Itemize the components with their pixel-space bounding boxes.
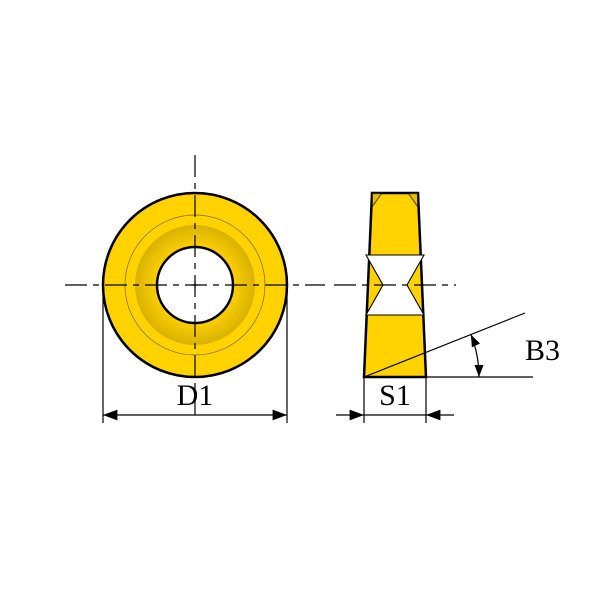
label-s1: S1 bbox=[379, 379, 411, 412]
label-d1: D1 bbox=[177, 379, 214, 412]
label-b3: B3 bbox=[525, 334, 560, 367]
technical-drawing: D1 S1 B3 bbox=[0, 0, 600, 600]
